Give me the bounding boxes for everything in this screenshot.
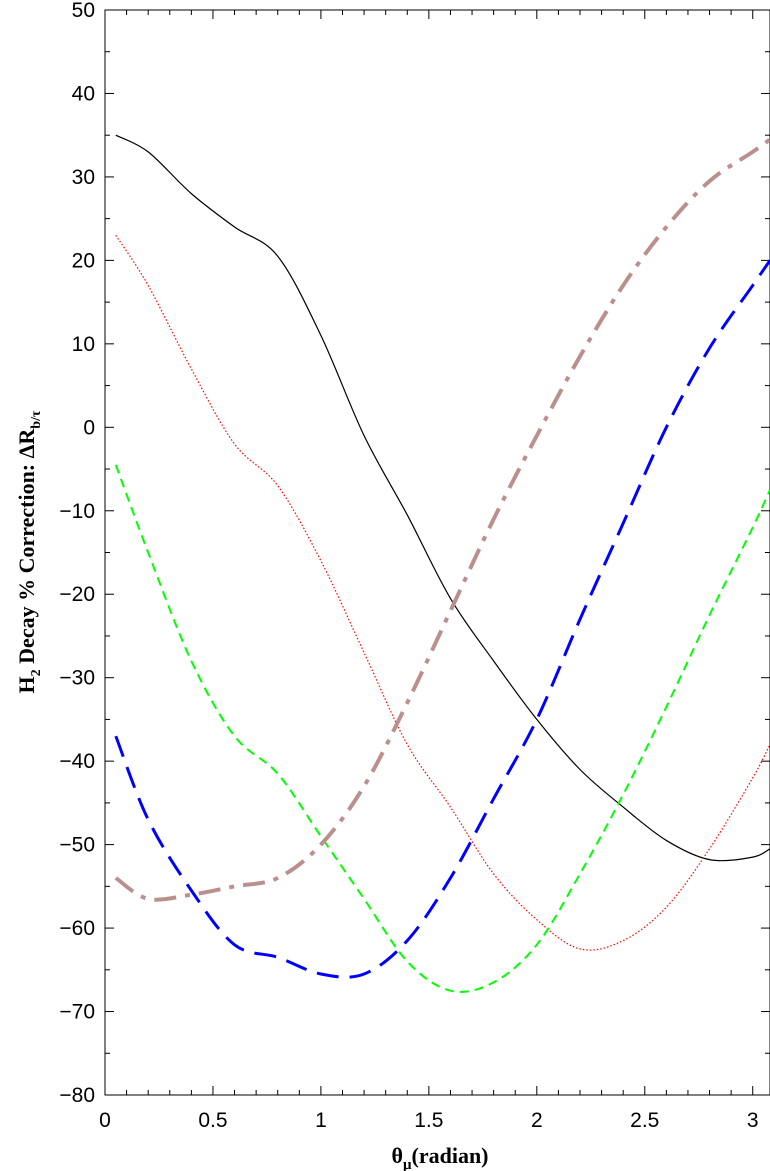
y-tick-label: 40 bbox=[72, 82, 95, 105]
y-tick-label: 20 bbox=[72, 249, 95, 272]
series-line-4 bbox=[114, 259, 770, 979]
y-axis-title-a: H bbox=[14, 676, 39, 693]
y-tick-label: 10 bbox=[72, 333, 95, 356]
x-tick-label: 3 bbox=[747, 1109, 759, 1132]
x-tick-label: 0 bbox=[99, 1109, 111, 1132]
series-line-3 bbox=[114, 464, 770, 993]
y-tick-label: 0 bbox=[83, 416, 95, 439]
x-axis-title: θμ(radian) bbox=[392, 1143, 489, 1171]
y-tick-label: −40 bbox=[59, 750, 95, 773]
y-tick-label: −10 bbox=[59, 500, 95, 523]
x-axis-title-base: θ bbox=[392, 1143, 403, 1168]
tick-labels: −80 −70 −60 −50 −40 −30 −20 −10 0 10 20 30 40 50 0 0.5 1… bbox=[59, 0, 758, 1132]
x-tick-label: 2 bbox=[531, 1109, 543, 1132]
y-tick-label: −30 bbox=[59, 667, 95, 690]
series-line-5 bbox=[114, 137, 770, 902]
x-axis-title-sub: μ bbox=[403, 1157, 412, 1171]
x-tick-label: 1 bbox=[315, 1109, 327, 1132]
plot-frame bbox=[104, 9, 770, 1096]
axis-ticks bbox=[104, 9, 770, 1096]
y-axis-title-b-sub: b/τ bbox=[29, 410, 44, 429]
x-axis-title-rest: (radian) bbox=[412, 1143, 489, 1168]
y-tick-label: −70 bbox=[59, 1001, 95, 1024]
y-tick-label: −20 bbox=[59, 583, 95, 606]
y-axis-title: H2 Decay % Correction: ΔRb/τ bbox=[14, 410, 44, 693]
series-layer bbox=[114, 134, 770, 993]
y-tick-label: −60 bbox=[59, 917, 95, 940]
series-line-2 bbox=[115, 235, 770, 951]
x-tick-label: 0.5 bbox=[198, 1109, 227, 1132]
y-tick-label: 50 bbox=[72, 0, 95, 22]
y-tick-label: −50 bbox=[59, 834, 95, 857]
y-axis-title-b: Decay % Correction: ΔR bbox=[14, 428, 39, 670]
series-line-1 bbox=[115, 134, 770, 862]
x-tick-label: 1.5 bbox=[414, 1109, 443, 1132]
y-axis-title-a-sub: 2 bbox=[29, 669, 44, 676]
x-tick-label: 2.5 bbox=[630, 1109, 659, 1132]
y-tick-label: −80 bbox=[59, 1084, 95, 1107]
y-tick-label: 30 bbox=[72, 166, 95, 189]
